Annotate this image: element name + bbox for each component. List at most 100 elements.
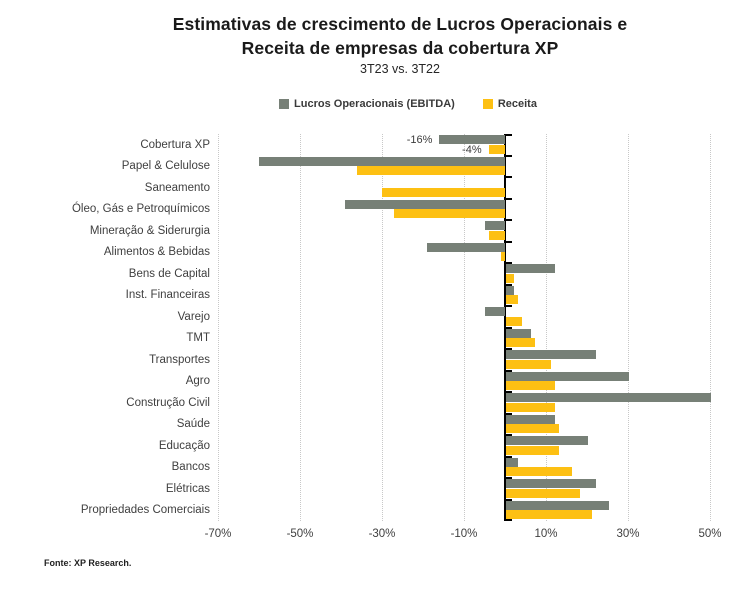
bar-ebitda	[484, 221, 505, 230]
bar-ebitda	[506, 436, 588, 445]
x-tick-label: 30%	[616, 528, 640, 540]
bar-receita	[506, 510, 593, 519]
bar-receita	[506, 359, 552, 369]
legend: Lucros Operacionais (EBITDA) Receita	[30, 98, 756, 110]
axis-tick	[506, 283, 512, 286]
bar-ebitda	[506, 479, 597, 488]
category-label: Transportes	[149, 353, 210, 366]
bar-receita	[506, 488, 580, 498]
bar-receita	[488, 144, 505, 154]
bar-ebitda	[506, 328, 531, 338]
axis-tick	[506, 240, 512, 243]
category-label: Elétricas	[165, 482, 210, 495]
bar-ebitda	[506, 457, 519, 467]
gridline	[628, 134, 629, 521]
axis-tick	[506, 455, 512, 458]
category-label: Óleo, Gás e Petroquímicos	[71, 203, 210, 215]
bar-ebitda	[345, 199, 505, 209]
gridline	[382, 134, 383, 521]
bar-receita	[506, 445, 560, 455]
bar-receita	[394, 209, 505, 218]
x-tick-label: 10%	[534, 528, 558, 540]
gridline	[218, 134, 219, 521]
bar-receita	[506, 338, 535, 347]
chart-subtitle: 3T23 vs. 3T22	[360, 62, 440, 76]
gridline	[710, 134, 711, 521]
axis-tick	[506, 326, 512, 329]
legend-item-receita: Receita	[482, 98, 537, 110]
bar-ebitda	[506, 414, 556, 424]
chart-title-line1: Estimativas de crescimento de Lucros Ope…	[172, 14, 628, 34]
x-tick-label: 50%	[698, 528, 722, 540]
axis-tick	[506, 197, 512, 200]
category-axis: Cobertura XP Papel & Celulose Saneamento Ól…	[0, 134, 210, 521]
axis-tick	[506, 412, 512, 415]
legend-label-ebitda: Lucros Operacionais (EBITDA)	[294, 98, 455, 110]
axis-tick	[506, 498, 512, 501]
bar-receita	[506, 316, 523, 326]
category-label: Propriedades Comerciais	[80, 504, 210, 516]
gridline	[546, 134, 547, 521]
gridline	[300, 134, 301, 521]
bar-ebitda	[506, 350, 597, 359]
category-label: Cobertura XP	[140, 138, 210, 151]
category-label: Varejo	[177, 310, 210, 323]
category-label: Agro	[185, 375, 210, 387]
bar-receita	[488, 230, 505, 240]
category-label: Saneamento	[144, 181, 210, 194]
bar-receita	[506, 402, 556, 412]
bar-ebitda	[506, 371, 629, 381]
axis-tick	[506, 369, 512, 372]
x-axis: -70% -50% -30% -10% 10% 30% 50%	[205, 528, 734, 544]
zero-axis-line	[504, 134, 506, 521]
legend-swatch-ebitda-icon	[279, 99, 290, 109]
chart-title-line2: Receita de empresas da cobertura XP	[241, 37, 559, 58]
bar-receita	[506, 381, 556, 390]
bar-ebitda	[439, 135, 505, 144]
axis-tick	[506, 219, 512, 221]
category-label: Bancos	[171, 461, 210, 473]
category-label: Inst. Financeiras	[125, 289, 210, 301]
axis-tick	[506, 176, 512, 178]
bar-ebitda	[506, 393, 711, 402]
chart-title: Estimativas de crescimento de Lucros Ope…	[30, 13, 756, 60]
category-label: Educação	[158, 439, 210, 452]
category-label: Mineração & Siderurgia	[89, 224, 210, 237]
x-tick-label: -70%	[204, 528, 232, 540]
bar-ebitda	[427, 242, 505, 252]
legend-swatch-receita-icon	[482, 99, 493, 109]
category-label: Papel & Celulose	[121, 160, 210, 172]
bar-receita	[506, 467, 572, 476]
source-note: Fonte: XP Research.	[44, 558, 132, 568]
axis-tick	[506, 391, 512, 393]
bar-ebitda	[506, 285, 515, 295]
bar-receita	[382, 187, 505, 197]
category-label: TMT	[186, 332, 210, 344]
axis-tick	[506, 519, 512, 521]
axis-tick	[506, 305, 512, 307]
data-label: -4%	[462, 143, 482, 156]
axis-tick	[506, 434, 512, 436]
axis-tick	[506, 477, 512, 479]
bar-receita	[506, 424, 560, 433]
bar-ebitda	[484, 307, 505, 316]
bar-receita	[357, 166, 505, 175]
legend-item-ebitda: Lucros Operacionais (EBITDA)	[279, 98, 455, 110]
legend-label-receita: Receita	[497, 98, 537, 110]
x-tick-label: -30%	[368, 528, 396, 540]
bar-ebitda	[506, 500, 609, 510]
bar-receita	[506, 295, 519, 304]
category-label: Alimentos & Bebidas	[103, 246, 210, 258]
bar-receita	[506, 273, 515, 283]
category-label: Saúde	[176, 418, 210, 430]
x-tick-label: -50%	[286, 528, 314, 540]
axis-tick	[506, 262, 512, 264]
axis-tick	[506, 134, 512, 136]
plot-area: -16% -4%	[216, 134, 734, 521]
axis-tick	[506, 348, 512, 350]
category-label: Construção Civil	[126, 396, 210, 409]
axis-tick	[506, 154, 512, 157]
bar-ebitda	[259, 156, 505, 166]
bar-receita	[500, 252, 505, 261]
